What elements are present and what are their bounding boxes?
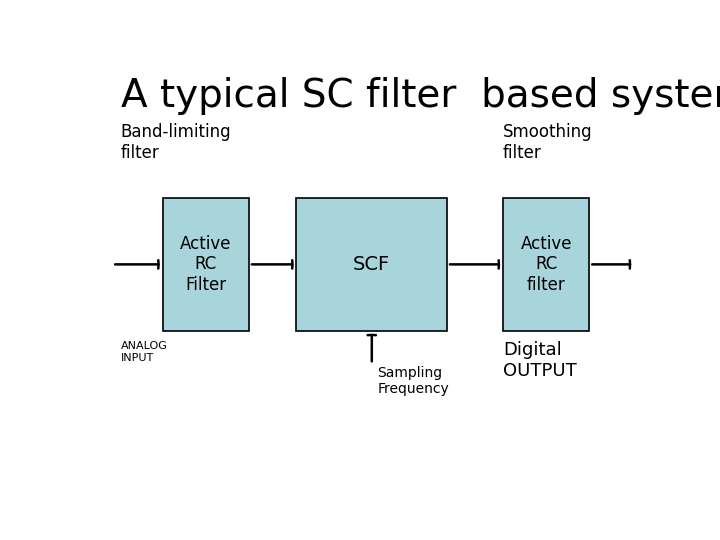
Bar xyxy=(297,198,447,331)
Text: A typical SC filter  based system: A typical SC filter based system xyxy=(121,77,720,115)
Text: SCF: SCF xyxy=(354,255,390,274)
Text: Smoothing
filter: Smoothing filter xyxy=(503,123,593,162)
Text: Band-limiting
filter: Band-limiting filter xyxy=(121,123,231,162)
Text: Sampling
Frequency: Sampling Frequency xyxy=(377,366,449,396)
Bar xyxy=(503,198,590,331)
Text: Active
RC
filter: Active RC filter xyxy=(521,234,572,294)
Text: ANALOG
INPUT: ANALOG INPUT xyxy=(121,341,168,363)
Text: Digital
OUTPUT: Digital OUTPUT xyxy=(503,341,577,380)
Bar xyxy=(163,198,249,331)
Text: Active
RC
Filter: Active RC Filter xyxy=(180,234,232,294)
